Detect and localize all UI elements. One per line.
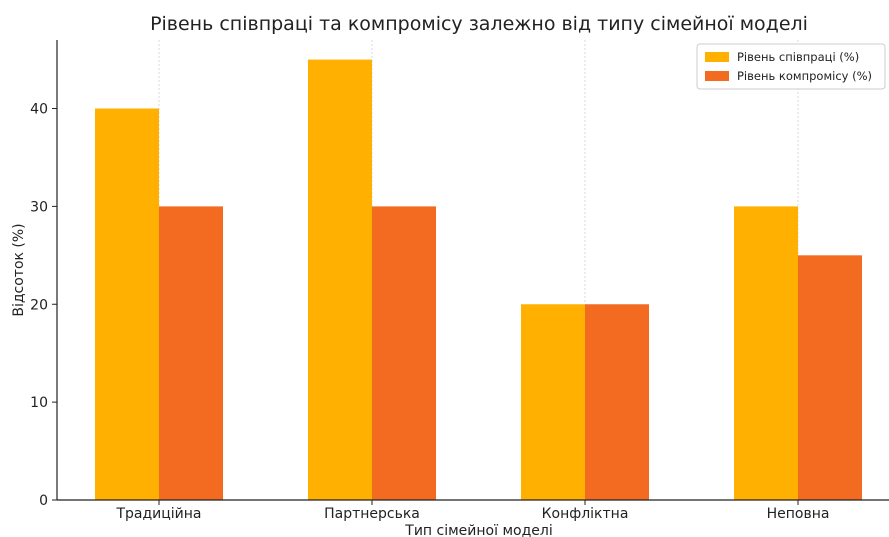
bar-cooperation-1 [308, 59, 372, 501]
bars [95, 59, 862, 501]
x-axis-label: Тип сімейної моделі [404, 523, 552, 537]
bar-compromise-1 [372, 206, 436, 500]
x-tick-label: Партнерська [324, 506, 420, 522]
legend-label: Рівень співпраці (%) [737, 50, 859, 64]
x-tick-label: Конфліктна [542, 506, 629, 522]
x-tick-label: Неповна [767, 506, 830, 522]
y-tick-label: 30 [30, 199, 48, 215]
y-tick-label: 40 [30, 102, 48, 118]
y-axis-label: Відсоток (%) [11, 223, 27, 316]
bar-compromise-2 [585, 304, 649, 500]
tick-labels: 0 10 20 30 40 Традиційна Партнерська Конфліктна… [30, 102, 829, 522]
bar-cooperation-3 [734, 206, 798, 500]
y-tick-label: 0 [39, 493, 48, 509]
grid-lines [158, 40, 799, 500]
chart-title: Рівень співпраці та компромісу залежно в… [150, 13, 808, 35]
legend-box [696, 43, 886, 90]
legend-swatch [705, 52, 729, 62]
y-tick-label: 20 [30, 297, 48, 313]
legend-swatch [705, 71, 729, 81]
bar-cooperation-2 [521, 304, 585, 500]
x-tick-label: Традиційна [115, 506, 201, 522]
legend-label: Рівень компромісу (%) [737, 69, 872, 83]
bar-cooperation-0 [95, 108, 159, 501]
y-tick-label: 10 [30, 395, 48, 411]
bar-compromise-3 [798, 255, 862, 500]
bar-compromise-0 [159, 206, 223, 500]
legend: Рівень співпраці (%) Рівень компромісу (%… [696, 43, 886, 90]
axes [52, 40, 889, 505]
